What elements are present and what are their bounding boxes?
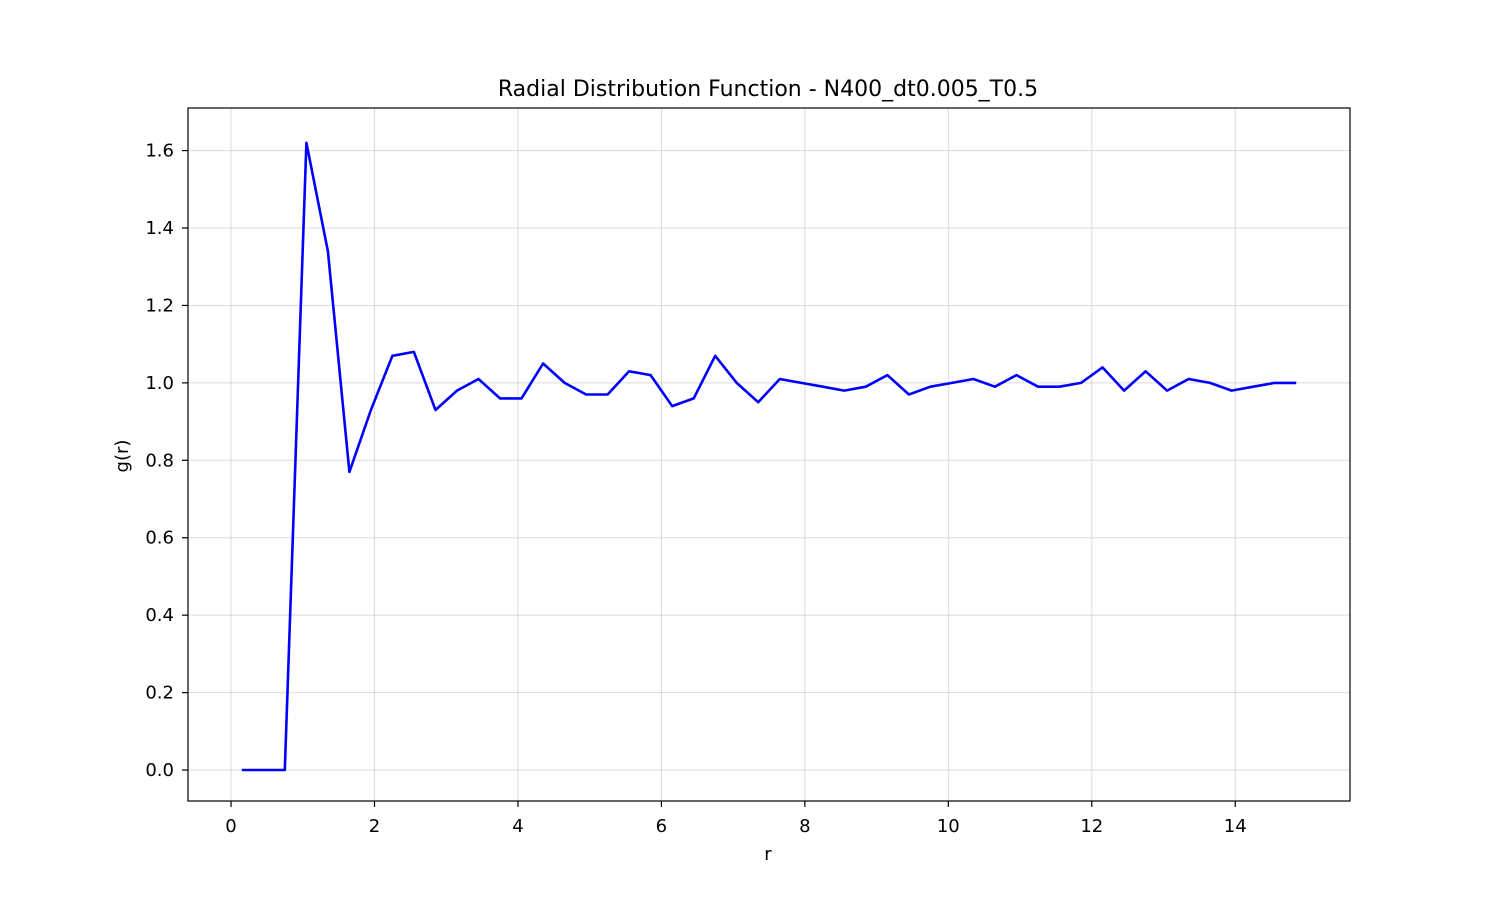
plot-frame xyxy=(187,107,1351,802)
grid xyxy=(188,108,1350,801)
series-layer xyxy=(241,141,1297,772)
x-axis: 0 2 4 6 8 10 12 14 xyxy=(225,801,1247,837)
x-tick-label: 0 xyxy=(225,816,236,837)
x-tick-label: 12 xyxy=(1080,816,1103,837)
y-tick-label: 0.8 xyxy=(145,450,174,471)
y-tick-label: 0.6 xyxy=(145,528,174,549)
x-tick-label: 4 xyxy=(512,816,523,837)
y-axis: 0.0 0.2 0.4 0.6 0.8 1.0 1.2 1.4 1.6 xyxy=(145,141,188,781)
y-tick-label: 1.6 xyxy=(145,141,174,162)
y-tick-label: 1.0 xyxy=(145,373,174,394)
x-tick-label: 10 xyxy=(937,816,960,837)
x-axis-label: r xyxy=(764,844,772,865)
x-tick-label: 2 xyxy=(369,816,380,837)
y-tick-label: 1.2 xyxy=(145,295,174,316)
y-tick-label: 0.2 xyxy=(145,683,174,704)
series-line xyxy=(241,141,1297,772)
y-axis-label: g(r) xyxy=(112,440,133,473)
x-tick-label: 6 xyxy=(656,816,667,837)
y-tick-label: 1.4 xyxy=(145,218,174,239)
x-tick-label: 8 xyxy=(799,816,810,837)
y-tick-label: 0.4 xyxy=(145,605,174,626)
y-tick-label: 0.0 xyxy=(145,760,174,781)
x-tick-label: 14 xyxy=(1224,816,1247,837)
chart-title: Radial Distribution Function - N400_dt0.… xyxy=(498,77,1038,102)
